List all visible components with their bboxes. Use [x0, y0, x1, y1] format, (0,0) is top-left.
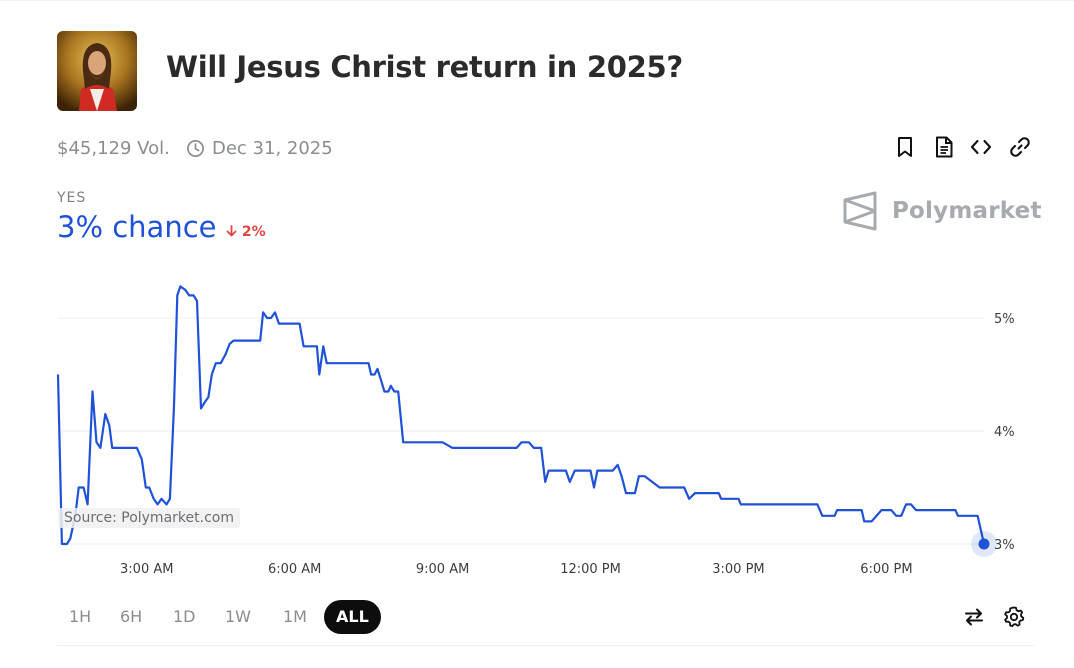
- footer-divider: [57, 645, 1034, 646]
- document-icon: [936, 136, 953, 158]
- price-chart[interactable]: 3% 4% 5% 3:00 AM 6:00 AM 9:00 AM 12:00 PM 3:00 …: [0, 270, 1074, 585]
- current-value-point: [978, 538, 990, 550]
- range-1m[interactable]: 1M: [283, 607, 307, 626]
- x-tick-label: 3:00 PM: [712, 562, 764, 577]
- chance-change-value: 2%: [241, 224, 266, 240]
- embed-button[interactable]: [968, 134, 994, 160]
- switch-outcome-button[interactable]: [961, 604, 987, 630]
- market-title: Will Jesus Christ return in 2025?: [166, 50, 683, 84]
- x-tick-label: 9:00 AM: [416, 562, 469, 577]
- range-1d[interactable]: 1D: [173, 607, 196, 626]
- volume-text: $45,129 Vol.: [57, 138, 170, 159]
- x-tick-label: 6:00 AM: [268, 562, 321, 577]
- series-line: [56, 285, 986, 546]
- x-tick-label: 3:00 AM: [120, 562, 173, 577]
- market-image: [57, 31, 137, 111]
- bookmark-button[interactable]: [892, 134, 918, 160]
- clock-icon: [186, 139, 205, 158]
- link-icon: [1010, 137, 1030, 157]
- outcome-label: YES: [57, 190, 87, 206]
- chance-change: 2%: [226, 224, 266, 240]
- gear-icon: [1004, 606, 1025, 628]
- top-border: [0, 0, 1074, 1]
- range-6h[interactable]: 6H: [120, 607, 143, 626]
- code-embed-icon: [970, 139, 992, 155]
- brand-name: Polymarket: [892, 198, 1042, 224]
- brand-logo: Polymarket: [842, 191, 1042, 231]
- bookmark-icon: [898, 137, 912, 157]
- x-tick-label: 12:00 PM: [560, 562, 621, 577]
- y-tick-label: 3%: [994, 538, 1015, 553]
- range-1w[interactable]: 1W: [225, 607, 251, 626]
- document-button[interactable]: [931, 134, 957, 160]
- source-label: Source: Polymarket.com: [58, 508, 240, 528]
- polymarket-logo-icon: [843, 191, 877, 231]
- copy-link-button[interactable]: [1007, 134, 1033, 160]
- range-all[interactable]: ALL: [324, 600, 381, 634]
- chance-value: 3% chance: [57, 210, 217, 244]
- swap-arrows-icon: [965, 608, 983, 626]
- y-tick-label: 4%: [994, 425, 1015, 440]
- x-tick-label: 6:00 PM: [860, 562, 912, 577]
- arrow-down-icon: [226, 225, 237, 237]
- range-1h[interactable]: 1H: [69, 607, 92, 626]
- end-date-text: Dec 31, 2025: [212, 138, 333, 159]
- y-tick-label: 5%: [994, 312, 1015, 327]
- chart-settings-button[interactable]: [1001, 604, 1027, 630]
